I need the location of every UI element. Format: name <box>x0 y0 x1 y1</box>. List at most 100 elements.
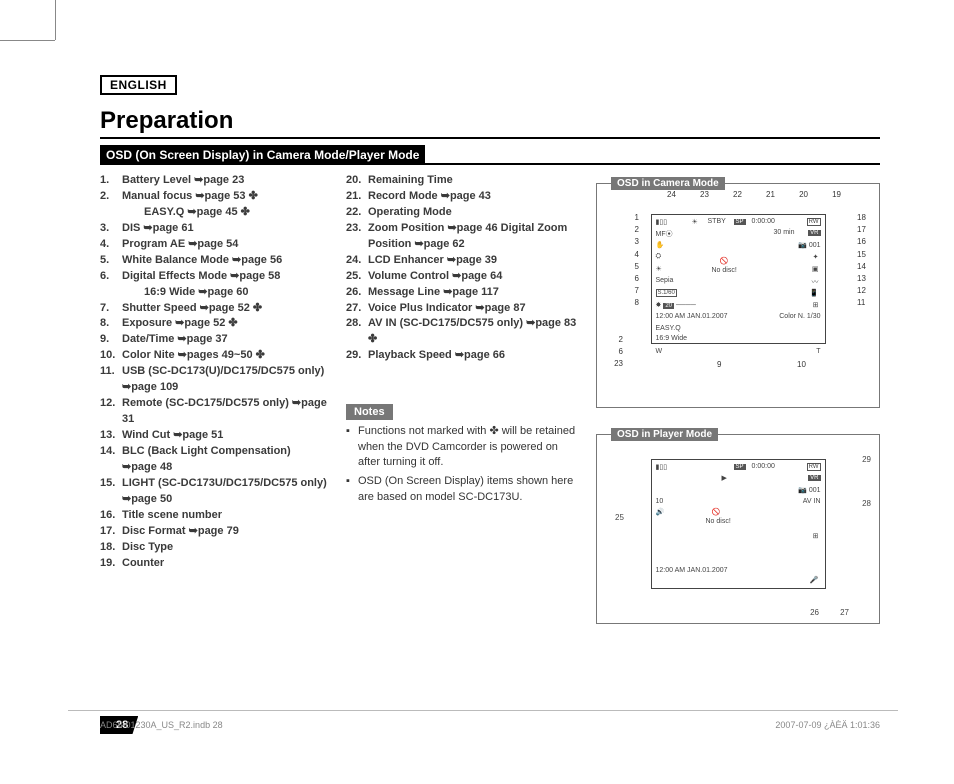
sepia-label: Sepia <box>656 277 674 284</box>
item-num: 7. <box>100 301 122 317</box>
item-text: Manual focus ➥page 53 ✤ <box>122 189 328 205</box>
callout: 12 <box>857 285 871 297</box>
sp-chip: SP <box>734 219 746 225</box>
callout: 5 <box>631 261 639 273</box>
callout: 18 <box>857 212 871 224</box>
osd-item: 19.Counter <box>100 556 328 572</box>
panel-player-title: OSD in Player Mode <box>611 428 718 441</box>
callout-25: 25 <box>615 513 624 522</box>
callout: 7 <box>631 285 639 297</box>
item-text: Exposure ➥page 52 ✤ <box>122 316 328 332</box>
item-num: 9. <box>100 332 122 348</box>
item-num: 1. <box>100 173 122 189</box>
item-num: 13. <box>100 428 122 444</box>
cam-extra-left-callouts: 2623 <box>611 334 623 370</box>
ae-icon: ⛭ <box>656 253 662 261</box>
osd-item: 2.Manual focus ➥page 53 ✤ <box>100 189 328 205</box>
item-text: Disc Format ➥page 79 <box>122 524 328 540</box>
item-text: Date/Time ➥page 37 <box>122 332 328 348</box>
osd-item: 25.Volume Control ➥page 64 <box>346 269 578 285</box>
callout: 8 <box>631 297 639 309</box>
voiceplus-icon: 🎤 <box>810 576 819 584</box>
osd-item: 29.Playback Speed ➥page 66 <box>346 348 578 364</box>
nodisc-text: No disc! <box>706 518 731 525</box>
datetime: 12:00 AM JAN.01.2007 <box>656 313 728 320</box>
item-num: 3. <box>100 221 122 237</box>
cropmark-horizontal <box>0 40 55 41</box>
osd-item: 11.USB (SC-DC173(U)/DC175/DC575 only) ➥p… <box>100 364 328 396</box>
page-title: Preparation <box>100 107 880 139</box>
item-text: Volume Control ➥page 64 <box>368 269 578 285</box>
section-heading: OSD (On Screen Display) in Camera Mode/P… <box>100 145 425 165</box>
item-text: Wind Cut ➥page 51 <box>122 428 328 444</box>
cam-left-callouts: 12345678 <box>631 212 639 310</box>
callout: 3 <box>631 236 639 248</box>
note-text: Functions not marked with ✤ will be reta… <box>358 424 578 470</box>
panel-player-mode: OSD in Player Mode 29 28 25 26 27 ▮▯▯ SP… <box>596 434 880 624</box>
osd-item: 14.BLC (Back Light Compensation) ➥page 4… <box>100 444 328 476</box>
disc-rw: RW <box>807 218 821 226</box>
callout: 19 <box>832 190 841 199</box>
item-text: Program AE ➥page 54 <box>122 237 328 253</box>
callout: 16 <box>857 236 871 248</box>
zoom-t: T <box>816 348 820 355</box>
disc-rw: RW <box>807 463 821 471</box>
item-num: 4. <box>100 237 122 253</box>
scene-num-val: 001 <box>809 487 821 494</box>
lcd-enh-icon: ☀ <box>692 218 698 226</box>
shutter-label: S.1/60 <box>656 289 677 297</box>
callout: 20 <box>799 190 808 199</box>
remote-icon: 📱 <box>810 289 819 297</box>
osd-item: 24.LCD Enhancer ➥page 39 <box>346 253 578 269</box>
callout: 2 <box>611 334 623 346</box>
osd-item: 10.Color Nite ➥pages 49~50 ✤ <box>100 348 328 364</box>
square-icon: ⊞ <box>813 532 819 540</box>
item-num: 18. <box>100 540 122 556</box>
callout: 4 <box>631 249 639 261</box>
item-num <box>122 205 144 221</box>
sp-chip: SP <box>734 464 746 470</box>
item-num: 16. <box>100 508 122 524</box>
item-text: Operating Mode <box>368 205 578 221</box>
remain-time: 30 min <box>773 229 794 236</box>
item-text: Zoom Position ➥page 46 Digital Zoom Posi… <box>368 221 578 253</box>
mf-icon: MF⦿ <box>656 229 673 239</box>
item-num: 20. <box>346 173 368 189</box>
item-text: Record Mode ➥page 43 <box>368 189 578 205</box>
item-num: 2. <box>100 189 122 205</box>
counter: 0:00:00 <box>752 463 775 470</box>
light-icon: ✦ <box>813 253 819 261</box>
osd-item: 23.Zoom Position ➥page 46 Digital Zoom P… <box>346 221 578 253</box>
blc-icon: ▣ <box>812 265 819 273</box>
counter: 0:00:00 <box>752 218 775 225</box>
callout: 15 <box>857 249 871 261</box>
osd-item: 7.Shutter Speed ➥page 52 ✤ <box>100 301 328 317</box>
footer-rule <box>68 710 898 711</box>
osd-item: 26.Message Line ➥page 117 <box>346 285 578 301</box>
callout: 6 <box>631 273 639 285</box>
cam-right-callouts: 1817161514131211 <box>857 212 871 310</box>
language-label: ENGLISH <box>100 75 177 95</box>
item-num: 22. <box>346 205 368 221</box>
item-text: Voice Plus Indicator ➥page 87 <box>368 301 578 317</box>
nodisc-text: No disc! <box>712 267 737 274</box>
item-text: LIGHT (SC-DC173U/DC175/DC575 only) ➥page… <box>122 476 328 508</box>
callout: 6 <box>611 346 623 358</box>
item-num: 27. <box>346 301 368 317</box>
item-num: 23. <box>346 221 368 253</box>
item-text: Message Line ➥page 117 <box>368 285 578 301</box>
osd-item: 12.Remote (SC-DC175/DC575 only) ➥page 31 <box>100 396 328 428</box>
callout: 13 <box>857 273 871 285</box>
notes-heading: Notes <box>346 404 393 420</box>
osd-list-b: 20.Remaining Time21.Record Mode ➥page 43… <box>346 173 578 364</box>
colornite: Color N. 1/30 <box>779 313 820 320</box>
item-text: USB (SC-DC173(U)/DC175/DC575 only) ➥page… <box>122 364 328 396</box>
dis-icon: ✋ <box>656 241 665 249</box>
easyq: EASY.Q <box>656 325 681 332</box>
vr-chip: VR <box>808 475 820 481</box>
item-text: DIS ➥page 61 <box>122 221 328 237</box>
osd-item: EASY.Q ➥page 45 ✤ <box>122 205 328 221</box>
column-1: 1.Battery Level ➥page 232.Manual focus ➥… <box>100 173 328 624</box>
item-text: Remote (SC-DC175/DC575 only) ➥page 31 <box>122 396 328 428</box>
item-text: Digital Effects Mode ➥page 58 <box>122 269 328 285</box>
